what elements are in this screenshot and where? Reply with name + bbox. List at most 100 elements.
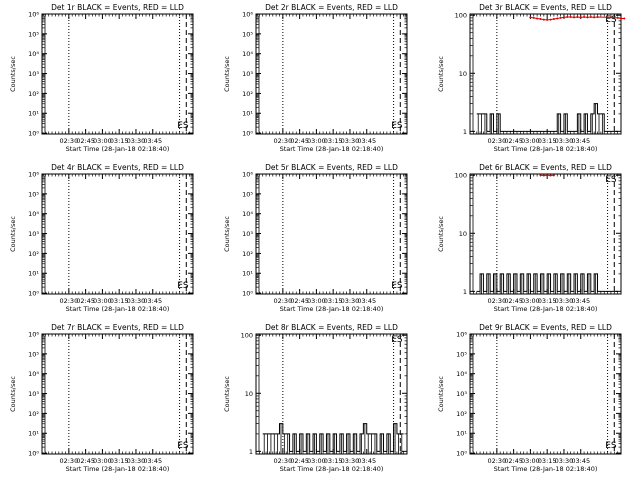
x-axis-label: Start Time (28-Jan-18 02:18:40) [494,305,598,313]
x-tick-label: 03:45 [143,137,162,145]
y-axis-label: Counts/sec [437,376,445,412]
plot-frame [255,173,408,295]
plot-frame [41,333,194,455]
x-tick-label: 03:00 [521,457,540,465]
lld-point [573,16,576,19]
y-tick-label: 10⁰ [28,290,39,298]
y-tick-label: 10⁶ [28,11,39,19]
x-tick-label: 03:45 [357,137,376,145]
lld-point [616,16,619,19]
y-tick-label: 10 [459,70,467,78]
x-tick-label: 03:15 [324,137,343,145]
x-tick-label: 02:30 [273,297,292,305]
y-tick-label: 10³ [242,70,253,78]
x-tick-label: 02:45 [76,457,95,465]
lld-point [529,16,532,19]
panel-title: Det 9r BLACK = Events, RED = LLD [479,323,612,332]
x-axis-label: Start Time (28-Jan-18 02:18:40) [280,465,384,473]
y-tick-label: 10 [459,230,467,238]
panel-title: Det 8r BLACK = Events, RED = LLD [265,323,398,332]
x-tick-label: 02:45 [504,457,523,465]
x-tick-label: 03:00 [521,137,540,145]
y-tick-label: 10² [28,250,39,258]
y-tick-label: 10² [456,410,467,418]
x-tick-label: 02:45 [76,137,95,145]
y-axis-label: Counts/sec [9,376,17,412]
panel-title: Det 5r BLACK = Events, RED = LLD [265,163,398,172]
y-tick-label: 10² [242,250,253,258]
x-tick-label: 02:30 [487,457,506,465]
event-label: ES [177,281,189,291]
y-axis-label: Counts/sec [223,376,231,412]
event-label: ES [391,281,403,291]
plot-frame [41,173,194,295]
lld-point [593,16,596,19]
y-axis-label: Counts/sec [437,216,445,252]
lld-point [583,16,586,19]
x-axis-label: Start Time (28-Jan-18 02:18:40) [66,305,170,313]
lld-point [536,17,539,20]
x-tick-label: 02:45 [504,297,523,305]
event-label: ES [177,441,189,451]
x-tick-label: 03:30 [127,297,146,305]
x-tick-label: 03:30 [341,457,360,465]
lld-point [609,16,612,19]
panel-title: Det 2r BLACK = Events, RED = LLD [265,3,398,12]
panel-det-2: Det 2r BLACK = Events, RED = LLD 10⁰ 10¹ 10… [223,3,408,153]
x-tick-label: 02:30 [487,137,506,145]
lld-point [579,16,582,19]
x-tick-label: 02:45 [504,137,523,145]
lld-point [542,174,545,177]
lld-point [566,16,569,19]
x-tick-label: 03:00 [307,137,326,145]
panel-det-3: Det 3r BLACK = Events, RED = LLD 1 10 100 Co… [437,3,626,153]
x-tick-label: 03:30 [127,137,146,145]
x-tick-label: 03:45 [571,137,590,145]
plot-frame [255,333,408,455]
y-axis-label: Counts/sec [223,216,231,252]
x-tick-label: 03:15 [110,297,129,305]
y-tick-label: 10¹ [456,430,467,438]
events-series-line [262,423,404,452]
plot-frame [469,13,622,135]
y-tick-label: 10⁵ [28,190,39,198]
event-label: ES [177,121,189,131]
lld-point [532,16,535,19]
x-axis-label: Start Time (28-Jan-18 02:18:40) [494,465,598,473]
plot-frame [41,13,194,135]
x-tick-label: 02:30 [59,457,78,465]
y-tick-label: 100 [455,12,467,20]
x-tick-label: 03:30 [555,297,574,305]
plot-frame [255,13,408,135]
lld-point [620,17,622,20]
plot-frame [469,333,622,455]
y-tick-label: 10³ [456,390,467,398]
lld-point [552,18,555,21]
x-tick-label: 03:15 [110,137,129,145]
x-tick-label: 02:30 [273,137,292,145]
x-tick-label: 03:00 [521,297,540,305]
y-tick-label: 10⁵ [28,30,39,38]
x-tick-label: 02:45 [76,297,95,305]
y-tick-label: 10⁴ [28,50,39,58]
x-tick-label: 02:45 [290,137,309,145]
y-tick-label: 10⁰ [28,450,39,458]
lld-point [542,18,545,21]
y-tick-label: 10¹ [28,270,39,278]
lld-point [549,18,552,21]
x-tick-label: 02:30 [487,297,506,305]
lld-point [546,18,549,21]
y-tick-label: 10⁵ [242,190,253,198]
x-tick-label: 03:15 [324,457,343,465]
event-label: ES [605,15,617,25]
panel-det-6: Det 6r BLACK = Events, RED = LLD 1 10 100 Co… [437,163,622,313]
x-tick-label: 03:15 [324,297,343,305]
lld-point [539,174,542,177]
x-axis-label: Start Time (28-Jan-18 02:18:40) [280,145,384,153]
y-tick-label: 10⁴ [28,370,39,378]
y-axis-label: Counts/sec [9,56,17,92]
y-tick-label: 10⁶ [242,171,253,179]
event-label: ES [391,121,403,131]
event-label: ES [605,175,617,185]
